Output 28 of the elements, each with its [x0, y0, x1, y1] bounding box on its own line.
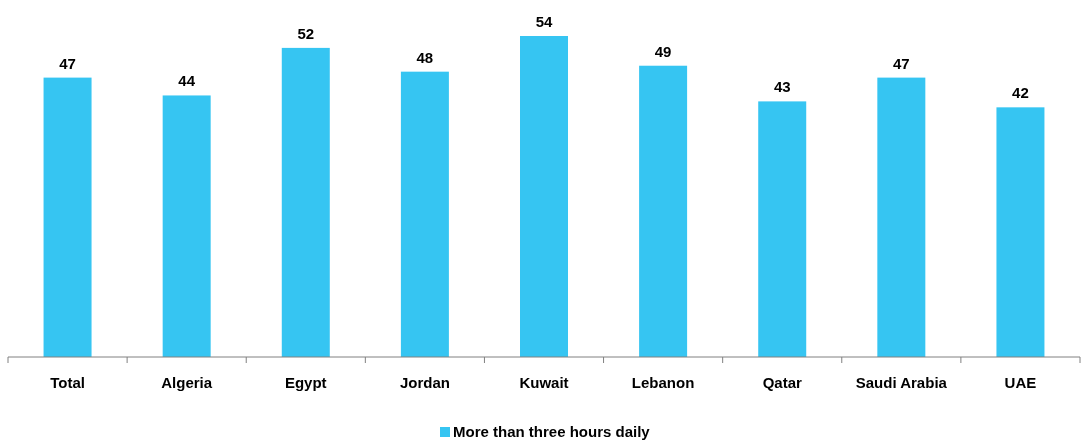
data-label: 43 — [773, 78, 791, 96]
x-tick-label: Lebanon — [631, 374, 695, 391]
bar — [758, 101, 807, 357]
bar — [877, 77, 926, 357]
x-tick-label: Algeria — [161, 374, 213, 391]
data-label: 52 — [297, 24, 315, 42]
bar — [639, 65, 688, 357]
x-tick-label: Saudi Arabia — [855, 374, 948, 391]
x-tick-label: UAE — [1004, 374, 1037, 391]
bar — [162, 95, 211, 357]
data-label: 48 — [416, 48, 434, 66]
x-tick-label: Kuwait — [519, 374, 569, 391]
data-label: 49 — [654, 42, 672, 60]
data-label: 47 — [892, 54, 910, 72]
x-tick-label: Qatar — [762, 374, 802, 391]
data-label: 42 — [1012, 84, 1029, 102]
data-label: 47 — [59, 54, 76, 72]
bar — [520, 36, 568, 357]
x-tick-label: Egypt — [284, 374, 327, 391]
bar — [400, 71, 449, 357]
data-label: 54 — [535, 13, 553, 30]
bar — [43, 77, 92, 357]
legend-label: More than three hours daily — [453, 423, 651, 440]
data-label: 44 — [178, 72, 196, 90]
x-tick-label: Total — [50, 374, 85, 391]
bar — [281, 47, 330, 357]
bar — [996, 107, 1045, 357]
x-tick-label: Jordan — [399, 374, 450, 391]
